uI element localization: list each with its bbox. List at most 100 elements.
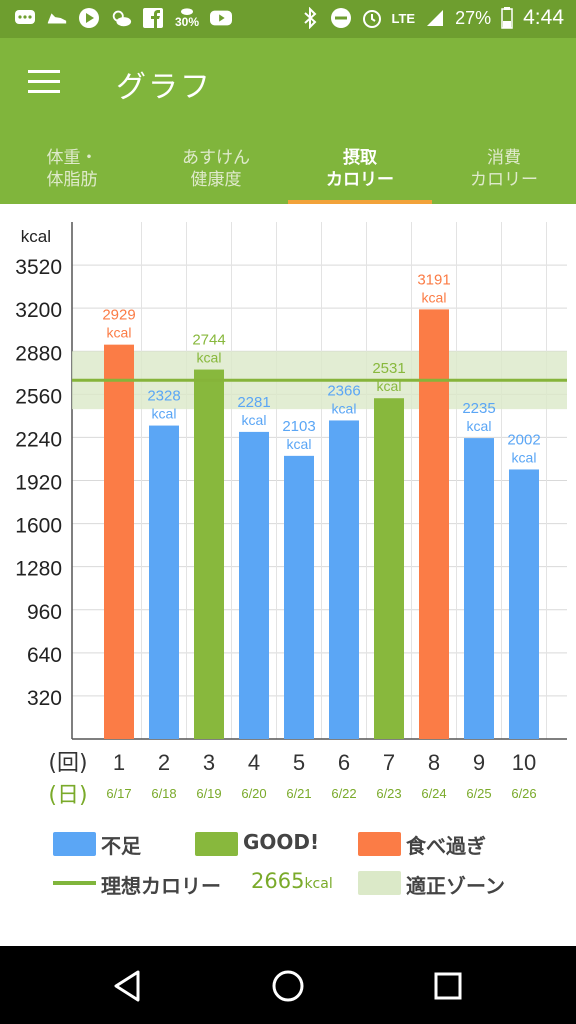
legend-zone-swatch	[358, 871, 401, 895]
bar-value-label: 2281	[237, 394, 270, 411]
bar-value-label: 2929	[102, 307, 135, 324]
x-tick-label: 10	[512, 750, 536, 775]
bar-unit-label: kcal	[377, 378, 402, 394]
x-date-label: 6/23	[376, 786, 401, 801]
x-date-label: 6/21	[286, 786, 311, 801]
x-tick-label: 9	[473, 750, 485, 775]
legend-ideal-label: 理想カロリー	[101, 874, 221, 898]
status-bar: 30% LTE 27% 4:44	[0, 0, 576, 38]
y-tick-label: 960	[27, 601, 62, 624]
bar-value-label: 2531	[372, 360, 405, 377]
facebook-icon	[142, 7, 164, 29]
x-tick-label: 2	[158, 750, 170, 775]
x-day-prefix: (日)	[48, 783, 87, 808]
legend-ideal-line	[53, 881, 96, 885]
back-icon[interactable]	[110, 968, 146, 1004]
legend-under-swatch	[53, 832, 96, 856]
alarm-icon	[361, 7, 383, 29]
y-tick-label: 1920	[15, 472, 62, 495]
y-tick-label: 2240	[15, 428, 62, 451]
legend-over-label: 食べ過ぎ	[406, 834, 486, 858]
x-tick-label: 5	[293, 750, 305, 775]
x-tick-label: 6	[338, 750, 350, 775]
x-tick-label: 3	[203, 750, 215, 775]
x-date-label: 6/18	[151, 786, 176, 801]
shoe-icon	[46, 7, 68, 29]
battery-percent: 27%	[455, 7, 492, 28]
x-date-label: 6/19	[196, 786, 221, 801]
x-date-label: 6/17	[106, 786, 131, 801]
y-tick-label: 1600	[15, 515, 62, 538]
navigation-bar	[0, 946, 576, 1024]
bar-value-label: 2744	[192, 332, 225, 349]
rain-icon: 30%	[174, 7, 200, 29]
legend-good-swatch	[195, 832, 238, 856]
bluetooth-icon	[299, 7, 321, 29]
network-type: LTE	[391, 10, 416, 26]
y-tick-label: 320	[27, 687, 62, 710]
legend-over-swatch	[358, 832, 401, 856]
y-tick-label: 2560	[15, 385, 62, 408]
tab-intake-calories[interactable]: 摂取 カロリー	[326, 148, 394, 190]
bar-unit-label: kcal	[512, 449, 537, 465]
y-tick-label: 2880	[15, 342, 62, 365]
tab-burned-calories[interactable]: 消費 カロリー	[470, 148, 538, 190]
x-date-label: 6/26	[511, 786, 536, 801]
messages-icon	[14, 7, 36, 29]
app-bar: グラフ 体重・ 体脂肪 あすけん 健康度 摂取 カロリー 消費 カロリー	[0, 38, 576, 204]
x-count-prefix: (回)	[48, 751, 87, 776]
y-tick-label: 3200	[15, 299, 62, 322]
bar	[374, 398, 404, 739]
bar	[329, 420, 359, 739]
y-axis-label: kcal	[21, 227, 51, 246]
y-tick-label: 1280	[15, 558, 62, 581]
legend-ideal-value: 2665kcal	[251, 869, 333, 893]
x-date-label: 6/20	[241, 786, 266, 801]
do-not-disturb-icon	[330, 7, 352, 29]
x-tick-label: 7	[383, 750, 395, 775]
tab-asken-health[interactable]: あすけん 健康度	[182, 148, 250, 190]
bar-value-label: 2235	[462, 400, 495, 417]
signal-icon	[424, 7, 446, 29]
bar-value-label: 2366	[327, 382, 360, 399]
bar	[239, 431, 269, 739]
x-tick-label: 4	[248, 750, 260, 775]
bar-unit-label: kcal	[242, 412, 267, 428]
y-tick-label: 640	[27, 644, 62, 667]
bar-value-label: 2002	[507, 431, 540, 448]
play-icon	[78, 7, 100, 29]
x-date-label: 6/24	[421, 786, 446, 801]
menu-icon[interactable]	[28, 70, 60, 94]
bar	[104, 344, 134, 739]
legend: 不足 GOOD! 食べ過ぎ 理想カロリー 2665kcal 適正ゾーン	[0, 820, 576, 930]
bar-unit-label: kcal	[332, 400, 357, 416]
tab-weight-body-fat[interactable]: 体重・ 体脂肪	[46, 148, 98, 190]
x-date-label: 6/25	[466, 786, 491, 801]
intake-calorie-chart: 3206409601280160019202240256028803200352…	[15, 222, 567, 808]
home-icon[interactable]	[270, 968, 306, 1004]
bar	[149, 425, 179, 739]
x-tick-label: 1	[113, 750, 125, 775]
bar-value-label: 2328	[147, 388, 180, 405]
clock: 4:44	[523, 6, 564, 29]
tab-indicator	[288, 200, 432, 204]
bar	[509, 469, 539, 739]
legend-zone-label: 適正ゾーン	[406, 874, 505, 898]
x-date-label: 6/22	[331, 786, 356, 801]
bar-unit-label: kcal	[197, 350, 222, 366]
battery-icon	[500, 7, 514, 29]
weather-icon	[110, 7, 132, 29]
recents-icon[interactable]	[430, 968, 466, 1004]
bar-unit-label: kcal	[422, 289, 447, 305]
legend-good-label: GOOD!	[243, 830, 320, 854]
bar-value-label: 3191	[417, 271, 450, 288]
page-title: グラフ	[116, 70, 212, 105]
bar	[464, 438, 494, 739]
bar	[284, 455, 314, 739]
y-tick-label: 3520	[15, 256, 62, 279]
bar-unit-label: kcal	[287, 436, 312, 452]
bar	[194, 369, 224, 739]
legend-under-label: 不足	[101, 834, 141, 858]
youtube-icon	[210, 7, 232, 29]
tab-bar: 体重・ 体脂肪 あすけん 健康度 摂取 カロリー 消費 カロリー	[0, 142, 576, 204]
